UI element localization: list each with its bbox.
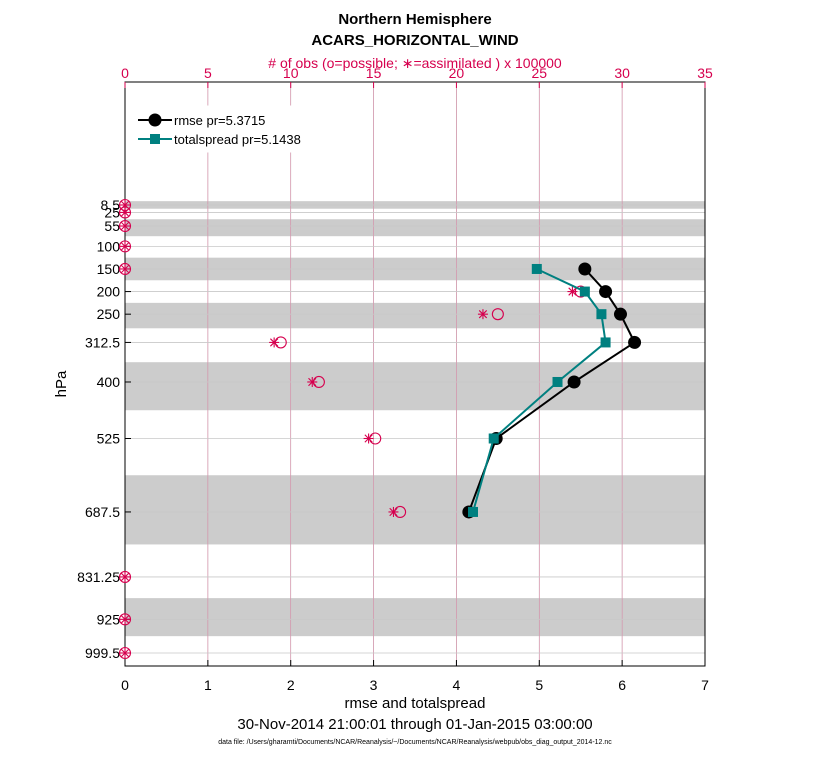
chart-title: Northern Hemisphere <box>338 11 491 28</box>
obs-assimilated-150 <box>120 263 130 274</box>
series-1-point-525 <box>488 433 499 444</box>
axis-ticks: 0 1 2 3 4 5 6 70 5 10 15 20 25 30 358.5255510015020025… <box>77 65 713 693</box>
legend-box <box>131 105 315 153</box>
obs-possible-100 <box>118 240 132 253</box>
shaded-bands <box>125 201 705 637</box>
y-axis-label: hPa <box>53 370 70 397</box>
obs-possible-999.5 <box>118 646 132 660</box>
series-1-point-200 <box>579 286 590 297</box>
chart-subtitle: ACARS_HORIZONTAL_WIND <box>311 32 518 49</box>
obs-possible-831.25 <box>118 570 132 583</box>
legend-rmse-marker <box>148 113 162 127</box>
top-tick-label-35: 35 <box>697 65 713 81</box>
y-tick-label-400: 400 <box>97 374 121 390</box>
x-tick-label-2: 2 <box>287 677 295 693</box>
obs-possible-925 <box>118 613 132 626</box>
x-tick-label-4: 4 <box>453 677 461 693</box>
x-axis-label: rmse and totalspread <box>345 695 486 712</box>
x-tick-label-6: 6 <box>618 677 626 693</box>
obs-assimilated-925 <box>120 614 130 625</box>
obs-assimilated-525 <box>363 433 374 444</box>
plot-frame <box>124 81 706 667</box>
series-0-point-150 <box>578 262 592 276</box>
obs-assimilated-687.5 <box>388 506 399 517</box>
y-tick-label-150: 150 <box>97 261 121 277</box>
series-1-point-250 <box>596 309 607 320</box>
legend-spread-marker <box>150 134 160 144</box>
y-tick-label-55: 55 <box>104 218 120 234</box>
series-0-point-250 <box>613 307 627 321</box>
obs-assimilated-55 <box>120 221 130 232</box>
series-0-point-200 <box>599 285 613 299</box>
top-tick-label-25: 25 <box>531 65 547 81</box>
series-1-point-687.5 <box>468 506 478 517</box>
date-range: 30-Nov-2014 21:00:01 through 01-Jan-2015… <box>237 716 592 733</box>
y-tick-label-100: 100 <box>97 238 121 254</box>
band-55 <box>125 219 705 237</box>
top-tick-label-20: 20 <box>449 65 465 81</box>
band-925 <box>125 598 705 637</box>
y-tick-label-200: 200 <box>97 284 121 300</box>
series-1-point-400 <box>552 376 563 387</box>
x-tick-label-0: 0 <box>121 677 129 693</box>
x-tick-label-1: 1 <box>204 677 212 693</box>
band-687.5 <box>125 475 705 545</box>
legend-spread-label: totalspread pr=5.1438 <box>174 132 301 147</box>
obs-assimilated-831.25 <box>120 571 130 582</box>
band-400 <box>125 362 705 411</box>
obs-assimilated-400 <box>307 376 318 387</box>
obs-markers <box>118 198 587 660</box>
obs-possible-250 <box>491 308 504 321</box>
obs-possible-150 <box>118 262 132 276</box>
series-0-point-400 <box>567 375 581 389</box>
data-file-note: data file: /Users/gharamti/Documents/NCA… <box>218 739 612 746</box>
obs-assimilated-100 <box>120 241 130 252</box>
obs-assimilated-25 <box>120 207 130 218</box>
top-axis-label: # of obs (o=possible; ∗=assimilated ) x … <box>268 55 562 71</box>
y-tick-label-687.5: 687.5 <box>85 504 120 520</box>
series-0-point-312.5 <box>628 335 642 349</box>
obs-possible-55 <box>118 219 132 233</box>
series-1-point-312.5 <box>600 337 611 348</box>
y-tick-label-25: 25 <box>104 204 120 220</box>
x-tick-label-3: 3 <box>370 677 378 693</box>
y-tick-label-925: 925 <box>97 611 121 627</box>
band-250 <box>125 302 705 329</box>
x-tick-label-5: 5 <box>535 677 543 693</box>
obs-assimilated-200 <box>567 286 578 297</box>
y-tick-label-831.25: 831.25 <box>77 569 120 585</box>
obs-assimilated-250 <box>477 309 488 320</box>
top-tick-label-0: 0 <box>121 65 129 81</box>
y-tick-label-8.5: 8.5 <box>101 197 121 213</box>
y-tick-label-312.5: 312.5 <box>85 334 120 350</box>
top-tick-label-30: 30 <box>614 65 630 81</box>
y-tick-label-525: 525 <box>97 430 121 446</box>
legend: rmse pr=5.3715 totalspread pr=5.1438 <box>131 105 315 153</box>
y-tick-label-999.5: 999.5 <box>85 645 120 661</box>
series-lines <box>462 262 642 519</box>
obs-assimilated-312.5 <box>269 337 280 348</box>
top-tick-label-15: 15 <box>366 65 382 81</box>
top-tick-label-5: 5 <box>204 65 212 81</box>
y-tick-label-250: 250 <box>97 306 121 322</box>
x-tick-label-7: 7 <box>701 677 709 693</box>
legend-rmse-label: rmse pr=5.3715 <box>174 113 265 128</box>
top-tick-label-10: 10 <box>283 65 299 81</box>
obs-assimilated-999.5 <box>120 648 130 658</box>
series-1-point-150 <box>531 263 542 274</box>
